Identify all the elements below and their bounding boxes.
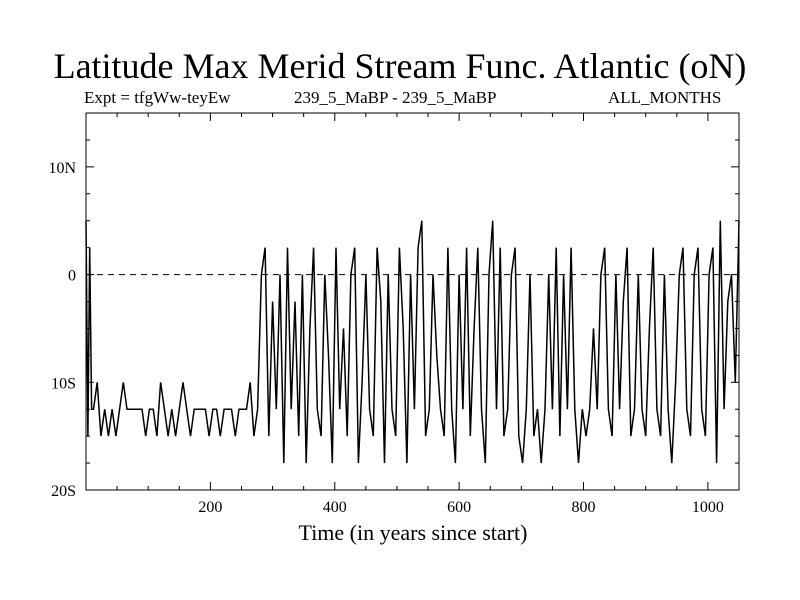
period-label: 239_5_MaBP - 239_5_MaBP bbox=[294, 88, 497, 107]
chart-title: Latitude Max Merid Stream Func. Atlantic… bbox=[53, 46, 747, 86]
plot-frame bbox=[85, 112, 740, 491]
y-tick-label: 10S bbox=[51, 375, 76, 392]
x-tick-label: 400 bbox=[323, 499, 347, 516]
y-tick-label: 10N bbox=[48, 160, 76, 177]
experiment-label: Expt = tfgWw-teyEw bbox=[84, 88, 231, 107]
y-tick-label: 0 bbox=[68, 268, 76, 285]
series-line bbox=[85, 220, 740, 464]
x-tick-label: 200 bbox=[198, 499, 222, 516]
x-tick-label: 1000 bbox=[692, 499, 724, 516]
x-axis-label: Time (in years since start) bbox=[298, 520, 528, 545]
x-tick-label: 800 bbox=[572, 499, 596, 516]
months-label: ALL_MONTHS bbox=[608, 88, 722, 107]
x-tick-label: 600 bbox=[447, 499, 471, 516]
y-tick-label: 20S bbox=[51, 483, 76, 500]
